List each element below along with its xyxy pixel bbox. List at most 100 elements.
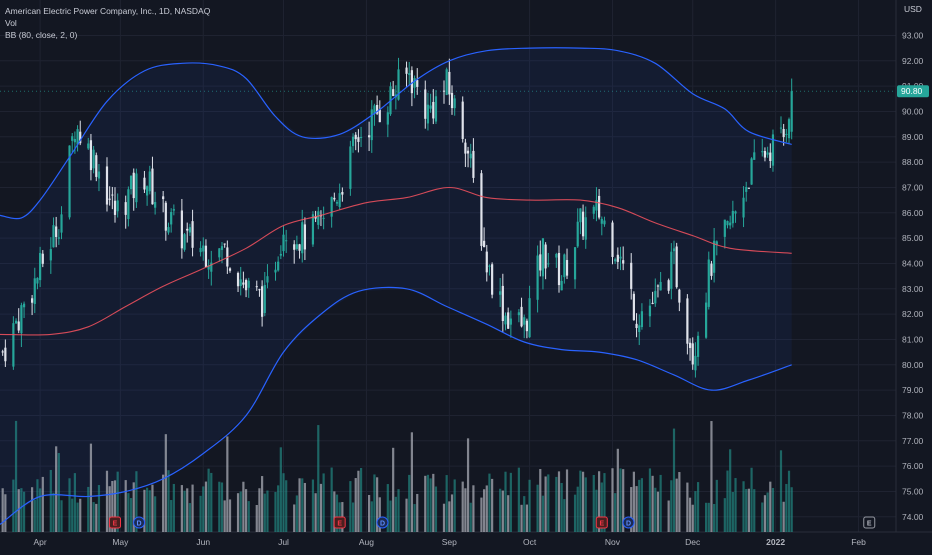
candle-body [351, 136, 355, 147]
price-tick-label: 87.00 [902, 182, 924, 192]
candle-body [301, 222, 304, 254]
candle-body [359, 137, 363, 139]
volume-bar [191, 484, 194, 532]
bollinger-indicator-label[interactable]: BB (80, close, 2, 0) [5, 30, 78, 40]
candle-body [303, 224, 307, 250]
volume-bar [603, 473, 606, 532]
marker-letter: E [867, 521, 872, 528]
volume-bar [696, 482, 700, 532]
volume-bar [536, 484, 539, 532]
volume-bar [127, 493, 130, 532]
candle-body [656, 285, 660, 287]
currency-label[interactable]: USD [904, 4, 922, 14]
price-axis[interactable]: 74.00 75.00 76.00 77.00 78.00 79.00 80.00 81.00… [902, 30, 924, 521]
time-tick-label: May [112, 537, 129, 547]
candle-body [180, 210, 183, 249]
volume-bar [466, 438, 470, 532]
volume-bar [73, 473, 76, 532]
volume-bar [314, 493, 317, 532]
time-axis[interactable]: Apr May Jun Jul Aug Sep Oct Nov Dec 2022 Feb [34, 537, 867, 547]
candle-body [565, 260, 569, 276]
candle-body [129, 175, 133, 190]
volume-bar [303, 482, 307, 532]
volume-bar [220, 482, 224, 532]
volume-bar [207, 468, 210, 532]
volume-bar [579, 470, 582, 532]
candle-body [386, 112, 389, 125]
candle-body [76, 129, 79, 145]
candle-body [330, 197, 333, 217]
volume-bar [164, 434, 167, 532]
volume-bar [17, 489, 20, 532]
volume-indicator-label[interactable]: Vol [5, 18, 17, 28]
candle-body [376, 104, 379, 114]
volume-bar [648, 468, 652, 532]
volume-bar [295, 495, 298, 532]
price-tick-label: 74.00 [902, 512, 924, 522]
candle-body [654, 290, 657, 304]
price-tick-label: 76.00 [902, 461, 924, 471]
symbol-title[interactable]: American Electric Power Company, Inc., 1… [5, 6, 211, 16]
volume-bar [563, 499, 566, 532]
price-tick-label: 90.00 [902, 106, 924, 116]
volume-bar [630, 487, 633, 532]
candle-body [1, 351, 4, 353]
earnings-marker[interactable]: E [863, 516, 876, 529]
volume-bar [162, 474, 165, 532]
volume-bar [614, 493, 617, 532]
candle-body [52, 225, 55, 248]
volume-bar [787, 470, 791, 532]
bb-basis-line [0, 186, 792, 336]
price-tick-label: 85.00 [902, 233, 924, 243]
candle-body [595, 200, 598, 211]
volume-bar [274, 491, 277, 532]
candle-body [357, 137, 360, 142]
volume-bar [686, 482, 689, 532]
earnings-marker[interactable]: E [595, 516, 608, 529]
volume-bar [769, 481, 772, 532]
dividend-marker[interactable]: D [622, 516, 635, 529]
candle-body [261, 286, 264, 317]
volume-bar [405, 498, 408, 532]
candle-body [555, 254, 558, 258]
volume-bar [277, 485, 280, 532]
time-tick-label: Apr [34, 537, 47, 547]
earnings-badge [333, 516, 346, 529]
candle-body [434, 96, 438, 122]
volume-bar [483, 489, 486, 532]
volume-bar [397, 489, 400, 532]
candle-body [95, 155, 98, 177]
candle-body [691, 343, 694, 365]
dividend-marker[interactable]: D [133, 516, 146, 529]
candle-body [485, 251, 488, 273]
candle-body [541, 238, 545, 277]
candle-body [68, 145, 71, 218]
volume-bar [282, 473, 285, 532]
candle-body [461, 101, 464, 139]
earnings-marker[interactable]: E [333, 516, 346, 529]
volume-bar [263, 493, 266, 532]
candle-body [453, 98, 456, 109]
volume-bar [726, 470, 729, 532]
candle-body [523, 317, 526, 325]
volume-bar [555, 476, 558, 532]
dividend-marker[interactable]: D [376, 516, 389, 529]
earnings-marker[interactable]: E [109, 516, 122, 529]
volume-bars [1, 420, 793, 532]
candle-body [763, 151, 767, 158]
candle-body [528, 298, 531, 338]
candle-body [242, 282, 245, 285]
candle-body [790, 91, 793, 132]
volume-bar [705, 502, 708, 532]
candle-body [285, 240, 288, 242]
candle-body [707, 259, 710, 307]
marker-letter: D [380, 521, 385, 528]
candle-body [547, 263, 550, 265]
volume-bar [635, 486, 638, 532]
time-tick-label: Oct [523, 537, 537, 547]
volume-bar [488, 473, 491, 532]
volume-bar [370, 501, 373, 532]
